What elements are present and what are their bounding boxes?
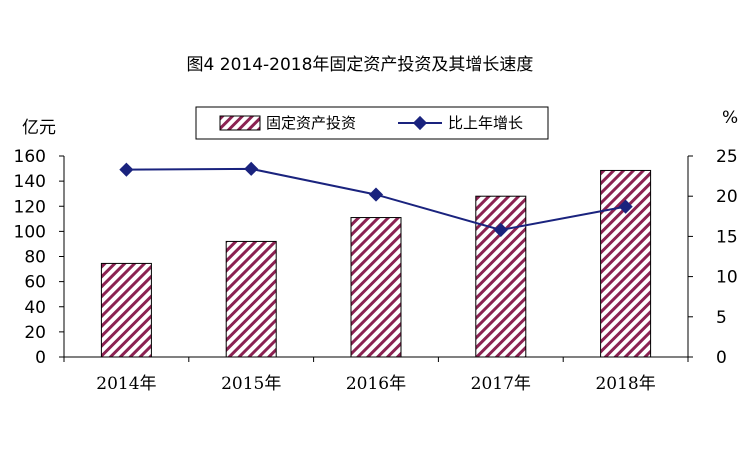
bar — [600, 169, 652, 358]
y-left-tick-label: 20 — [24, 323, 46, 343]
bar — [225, 240, 277, 358]
line-point — [119, 162, 134, 177]
y-left-tick-label: 80 — [24, 248, 46, 268]
bar-series — [100, 169, 652, 358]
legend-swatch-marker — [412, 115, 428, 131]
legend-label-line: 比上年增长 — [448, 114, 523, 132]
line-point — [368, 187, 384, 202]
legend: 固定资产投资 比上年增长 — [195, 106, 549, 140]
y-left-unit-label: 亿元 — [22, 118, 56, 138]
x-tick-label: 2015年 — [221, 374, 281, 394]
y-left-tick-label: 40 — [24, 298, 46, 318]
line-point — [244, 161, 259, 176]
y-left-tick-label: 120 — [14, 197, 46, 217]
y-left-tick-label: 160 — [14, 147, 46, 167]
bar — [350, 217, 402, 358]
y-left-tick-label: 0 — [35, 348, 46, 368]
y-right-tick-label: 25 — [716, 147, 738, 167]
x-tick-label: 2018年 — [595, 374, 655, 394]
y-right-unit-label: % — [722, 108, 738, 128]
legend-label-bar: 固定资产投资 — [266, 114, 356, 132]
line-point — [618, 199, 633, 214]
axes: 0 20 40 60 80 100 120 140 160 0 5 10 15 20 25 2014年 2015… — [14, 147, 738, 394]
x-tick-label: 2014年 — [96, 374, 156, 394]
y-right-tick-label: 0 — [716, 348, 727, 368]
x-tick-label: 2017年 — [471, 374, 531, 394]
y-left-tick-label: 140 — [14, 172, 46, 192]
y-right-tick-label: 5 — [716, 308, 727, 328]
y-left-tick-label: 100 — [14, 222, 46, 242]
line-point — [493, 222, 508, 238]
bar — [475, 195, 527, 358]
bar — [100, 262, 152, 358]
y-right-tick-label: 15 — [716, 227, 738, 247]
y-right-tick-label: 10 — [716, 268, 738, 288]
x-tick-label: 2016年 — [346, 374, 406, 394]
y-right-tick-label: 20 — [716, 187, 738, 207]
legend-swatch-bar — [219, 115, 261, 131]
chart-title: 图4 2014-2018年固定资产投资及其增长速度 — [187, 55, 534, 75]
y-left-tick-label: 60 — [24, 273, 46, 293]
